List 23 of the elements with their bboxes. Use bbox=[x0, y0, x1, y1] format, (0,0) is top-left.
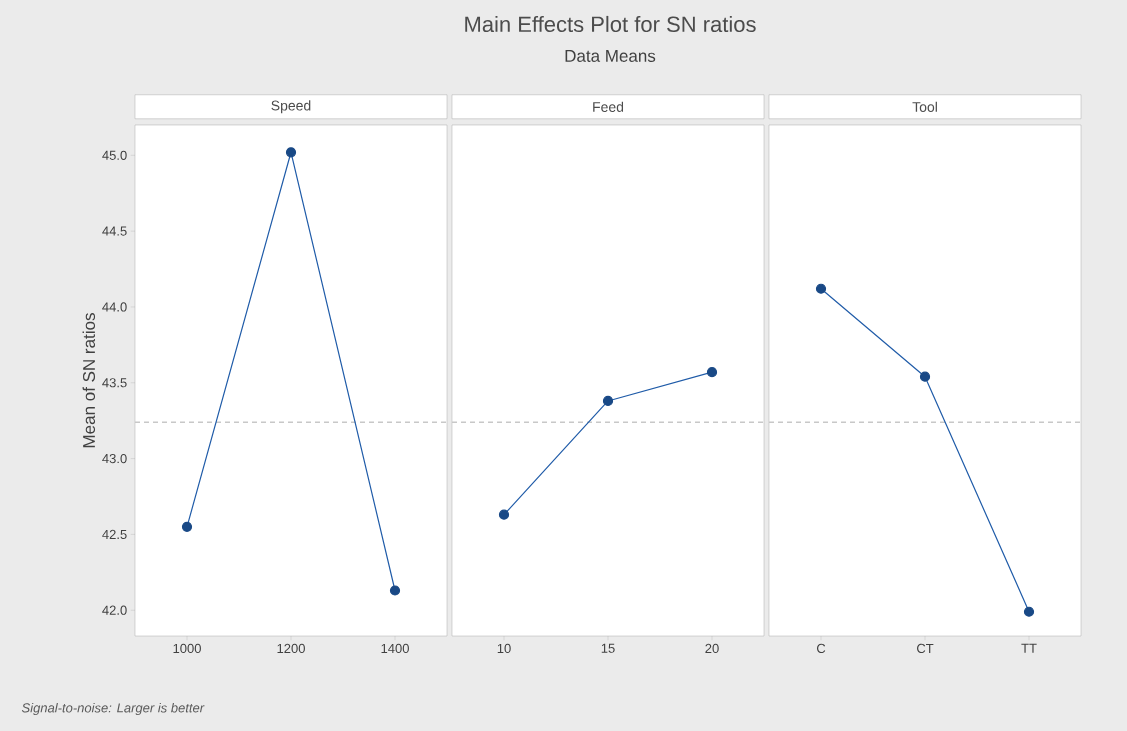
x-tick-label: 1200 bbox=[277, 643, 305, 653]
y-tick-label: 43.0 bbox=[102, 453, 127, 464]
x-tick-label: 20 bbox=[705, 643, 719, 653]
x-tick-label: 10 bbox=[497, 643, 511, 653]
y-axis-title: Mean of SN ratios bbox=[82, 313, 96, 448]
chart-title: Main Effects Plot for SN ratios bbox=[465, 15, 756, 33]
y-tick-label: 45.0 bbox=[102, 150, 127, 160]
x-axis-title: Tool bbox=[912, 101, 937, 112]
x-tick-label: 1000 bbox=[173, 643, 201, 653]
text: Signal-to-noise: Larger is better bbox=[21, 702, 205, 716]
y-tick-label: 43.5 bbox=[102, 378, 127, 388]
x-tick-label: C bbox=[816, 643, 826, 653]
x-tick-label: 1400 bbox=[381, 643, 409, 653]
y-tick-label: 44.0 bbox=[102, 302, 127, 312]
chart-subtitle: Data Means bbox=[565, 50, 656, 62]
y-tick-label: 42.5 bbox=[102, 529, 127, 539]
y-tick-label: 42.0 bbox=[102, 605, 127, 615]
x-axis-title: Feed bbox=[593, 101, 624, 112]
x-axis-title: Speed bbox=[271, 100, 311, 114]
x-tick-label: CT bbox=[917, 643, 934, 653]
x-tick-label: TT bbox=[1021, 643, 1037, 653]
x-tick-label: 15 bbox=[601, 643, 615, 653]
y-tick-label: 44.5 bbox=[102, 226, 127, 236]
